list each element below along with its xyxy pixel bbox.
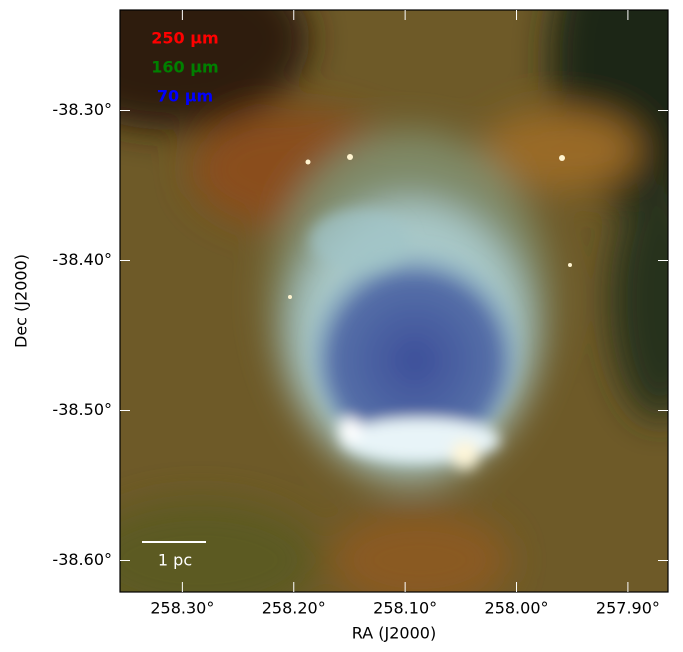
legend-label: 250 μm <box>151 29 218 48</box>
y-tick-label: -38.40° <box>52 250 112 269</box>
y-axis-label: Dec (J2000) <box>12 254 31 348</box>
y-tick-label: -38.60° <box>52 550 112 569</box>
y-tick-label: -38.30° <box>52 100 112 119</box>
x-tick-label: 258.10° <box>373 599 437 618</box>
plot-frame <box>119 9 669 593</box>
nebula-image <box>120 10 668 592</box>
legend-label: 160 μm <box>151 58 218 77</box>
scale-bar-label: 1 pc <box>158 551 192 570</box>
x-tick-label: 258.30° <box>150 599 214 618</box>
x-tick-label: 258.20° <box>262 599 326 618</box>
legend-label: 70 μm <box>157 87 213 106</box>
x-tick-label: 258.00° <box>485 599 549 618</box>
x-tick-label: 257.90° <box>596 599 660 618</box>
x-axis-label: RA (J2000) <box>352 624 436 643</box>
y-tick-label: -38.50° <box>52 400 112 419</box>
